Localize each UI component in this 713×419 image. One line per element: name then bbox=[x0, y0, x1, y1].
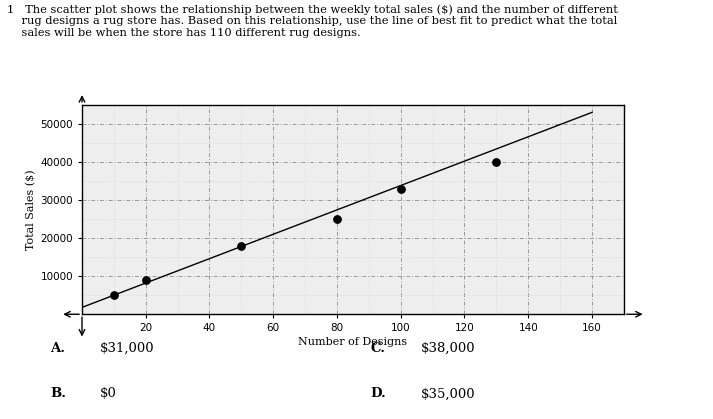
Y-axis label: Total Sales ($): Total Sales ($) bbox=[26, 169, 36, 250]
Text: $35,000: $35,000 bbox=[421, 387, 476, 401]
Text: B.: B. bbox=[50, 387, 66, 401]
Point bbox=[140, 277, 151, 283]
Text: $0: $0 bbox=[100, 387, 117, 401]
Text: $38,000: $38,000 bbox=[421, 342, 476, 355]
Point bbox=[491, 158, 502, 165]
Point bbox=[332, 216, 343, 222]
Text: 1   The scatter plot shows the relationship between the weekly total sales ($) a: 1 The scatter plot shows the relationshi… bbox=[7, 4, 618, 38]
X-axis label: Number of Designs: Number of Designs bbox=[298, 337, 408, 347]
Point bbox=[236, 242, 247, 249]
Text: $31,000: $31,000 bbox=[100, 342, 155, 355]
Point bbox=[108, 292, 120, 299]
Text: C.: C. bbox=[371, 342, 386, 355]
Point bbox=[395, 185, 406, 192]
Text: D.: D. bbox=[371, 387, 386, 401]
Text: A.: A. bbox=[50, 342, 65, 355]
